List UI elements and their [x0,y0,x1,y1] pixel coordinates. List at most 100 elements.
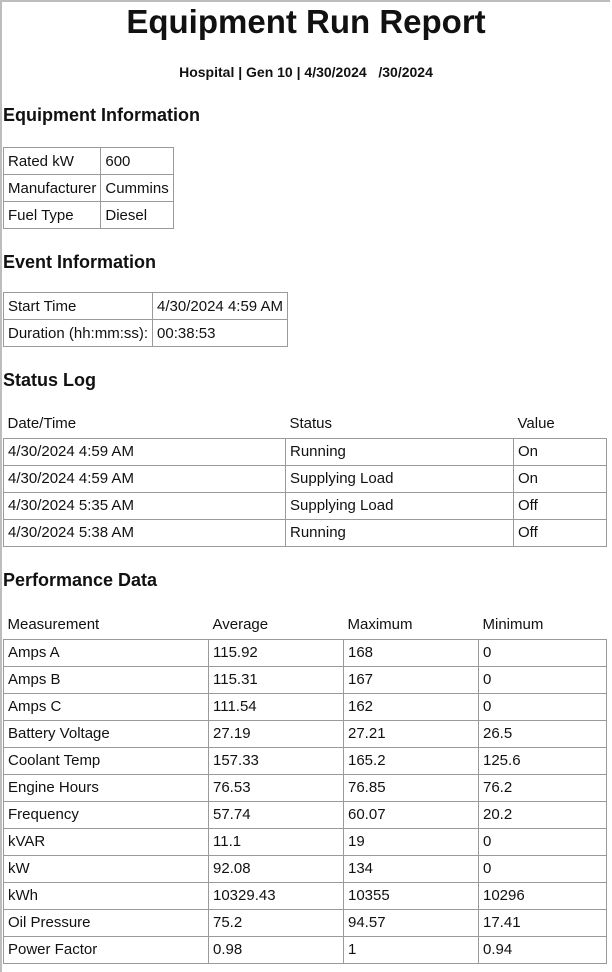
table-cell: 115.92 [208,638,344,667]
table-row: Duration (hh:mm:ss): 00:38:53 [2,319,288,347]
table-cell: 60.07 [343,800,479,829]
table-row: 4/30/2024 4:59 AM Running On [3,437,607,466]
table-row: 4/30/2024 5:38 AM Running Off [3,518,607,547]
table-cell: 10329.43 [208,881,344,910]
table-cell: kWh [3,881,209,910]
table-cell: Supplying Load [285,491,514,520]
table-cell: Off [513,491,607,520]
table-cell: 00:38:53 [152,319,288,347]
column-header: Date/Time [7,415,77,433]
table-cell: 4/30/2024 5:35 AM [3,491,286,520]
table-cell: Supplying Load [285,464,514,493]
table-row: 4/30/2024 5:35 AM Supplying Load Off [3,491,607,520]
table-cell: Start Time [2,292,154,320]
table-cell: 4/30/2024 4:59 AM [3,437,286,466]
table-row: Power Factor 0.98 1 0.94 [3,935,607,964]
table-cell: 11.1 [208,827,344,856]
table-cell: Oil Pressure [3,908,209,937]
table-row: Frequency 57.74 60.07 20.2 [3,800,607,829]
table-cell: 19 [343,827,479,856]
table-cell: kVAR [3,827,209,856]
status-log-heading: Status Log [3,370,96,390]
table-cell: 0 [478,692,607,721]
table-row: Coolant Temp 157.33 165.2 125.6 [3,746,607,775]
table-row: 4/30/2024 4:59 AM Supplying Load On [3,464,607,493]
table-row: kW 92.08 134 0 [3,854,607,883]
status-log-table: Date/Time Status Value 4/30/2024 4:59 AM Ru… [3,410,607,547]
column-header: Status [289,415,333,433]
table-row: Amps C 111.54 162 0 [3,692,607,721]
table-cell: Rated kW [2,147,102,175]
table-cell: Battery Voltage [3,719,209,748]
table-cell: 17.41 [478,908,607,937]
table-cell: Power Factor [3,935,209,964]
equipment-heading: Equipment Information [3,105,200,125]
column-header: Measurement [7,616,100,634]
table-cell: 168 [343,638,479,667]
table-cell: 0 [478,854,607,883]
table-cell: Coolant Temp [3,746,209,775]
performance-heading: Performance Data [3,570,158,590]
table-cell: Diesel [100,201,174,229]
event-heading: Event Information [3,252,157,272]
table-cell: kW [3,854,209,883]
table-cell: 0 [478,827,607,856]
table-cell: 115.31 [208,665,344,694]
table-cell: 600 [100,147,174,175]
table-cell: 0.94 [478,935,607,964]
table-cell: Off [513,518,607,547]
table-cell: 20.2 [478,800,607,829]
table-cell: Engine Hours [3,773,209,802]
table-cell: 157.33 [208,746,344,775]
table-cell: 10296 [478,881,607,910]
table-cell: Running [285,518,514,547]
table-cell: Duration (hh:mm:ss): [2,319,154,347]
table-cell: 4/30/2024 4:59 AM [152,292,288,320]
report-subtitle: Hospital | Gen 10 | 4/30/2024 /30/2024 [179,64,433,80]
table-row: kWh 10329.43 10355 10296 [3,881,607,910]
table-row: Amps B 115.31 167 0 [3,665,607,694]
table-cell: On [513,437,607,466]
table-row: Battery Voltage 27.19 27.21 26.5 [3,719,607,748]
table-cell: 165.2 [343,746,479,775]
table-cell: On [513,464,607,493]
table-row: Amps A 115.92 168 0 [3,638,607,667]
table-row: Fuel Type Diesel [2,201,174,229]
table-cell: 94.57 [343,908,479,937]
table-cell: 167 [343,665,479,694]
table-cell: 27.21 [343,719,479,748]
table-row: Manufacturer Cummins [2,174,174,202]
column-header: Minimum [482,616,544,634]
table-cell: 76.85 [343,773,479,802]
table-cell: Cummins [100,174,174,202]
table-row: Engine Hours 76.53 76.85 76.2 [3,773,607,802]
table-cell: Amps A [3,638,209,667]
table-row: Rated kW 600 [2,147,174,175]
table-cell: 4/30/2024 4:59 AM [3,464,286,493]
event-table: Start Time 4/30/2024 4:59 AM Duration (hh:… [2,292,288,347]
equipment-table: Rated kW 600 Manufacturer Cummins Fuel Type D… [2,147,174,229]
table-cell: Amps C [3,692,209,721]
table-row: Oil Pressure 75.2 94.57 17.41 [3,908,607,937]
table-row: Start Time 4/30/2024 4:59 AM [2,292,288,320]
table-cell: 26.5 [478,719,607,748]
table-cell: 0.98 [208,935,344,964]
table-cell: 75.2 [208,908,344,937]
column-header: Value [517,415,555,433]
table-row: kVAR 11.1 19 0 [3,827,607,856]
table-cell: Manufacturer [2,174,102,202]
table-cell: 27.19 [208,719,344,748]
table-cell: 76.2 [478,773,607,802]
table-cell: Running [285,437,514,466]
table-cell: Frequency [3,800,209,829]
table-cell: 92.08 [208,854,344,883]
table-cell: 0 [478,665,607,694]
table-cell: 4/30/2024 5:38 AM [3,518,286,547]
table-cell: 57.74 [208,800,344,829]
column-header: Maximum [347,616,413,634]
table-cell: Fuel Type [2,201,102,229]
table-cell: 1 [343,935,479,964]
table-cell: 111.54 [208,692,344,721]
